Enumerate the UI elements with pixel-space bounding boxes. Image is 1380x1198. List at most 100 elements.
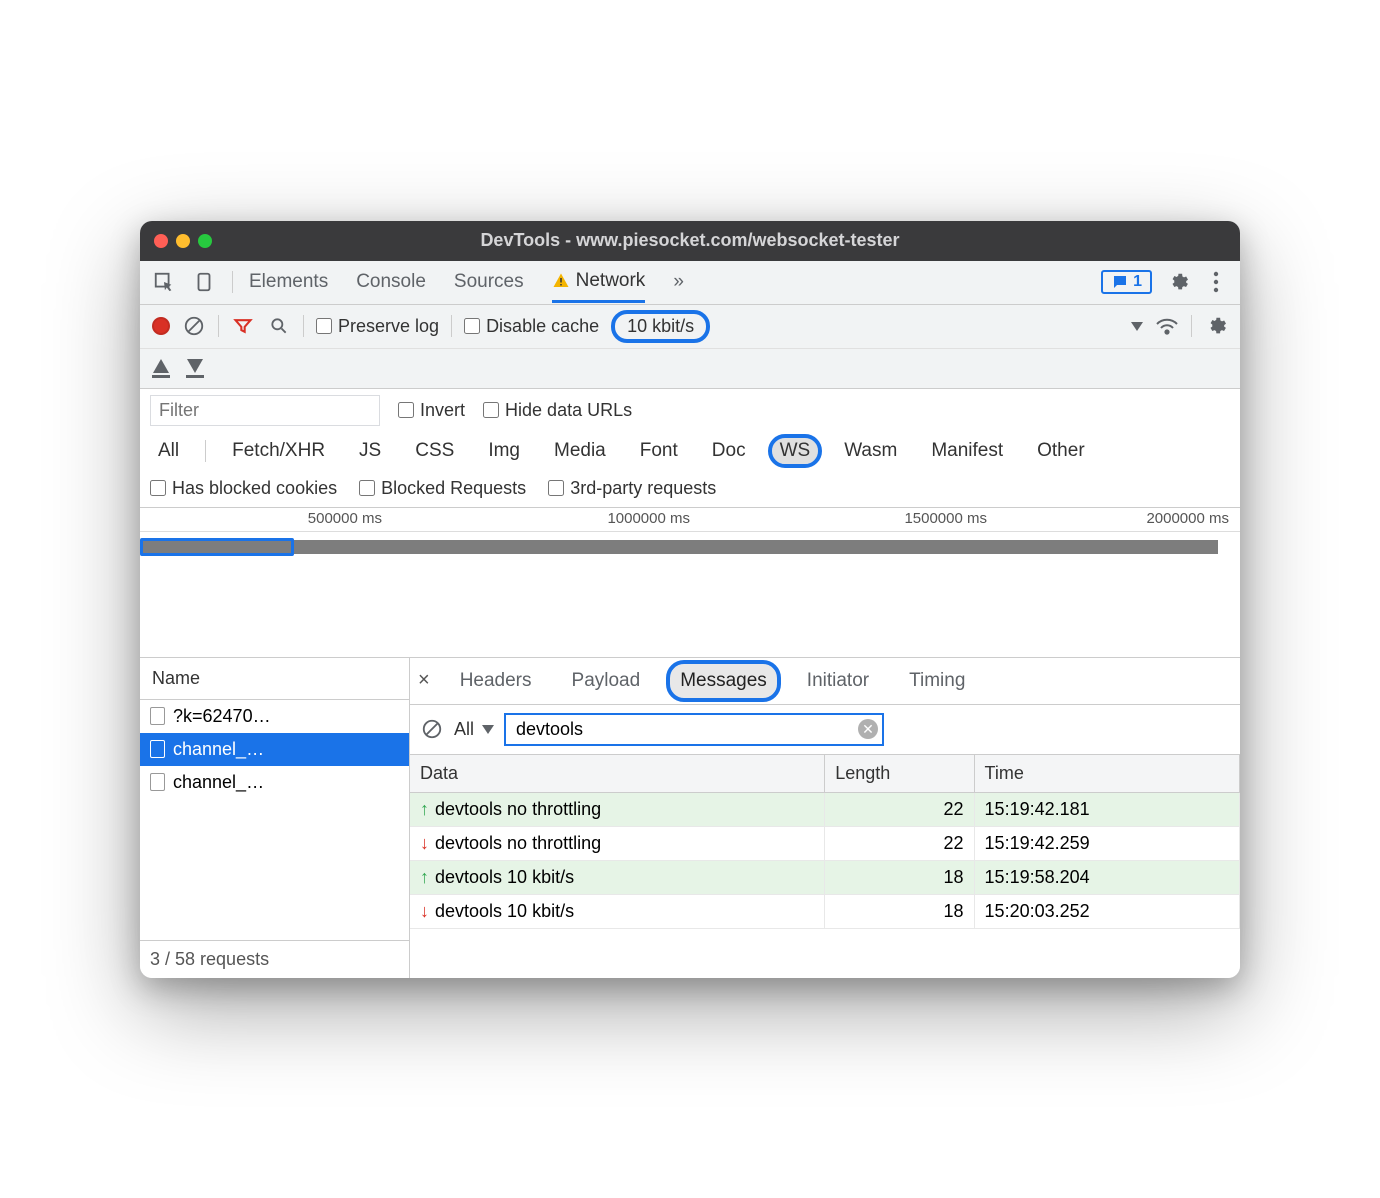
message-row[interactable]: ↓devtools 10 kbit/s1815:20:03.252 — [410, 894, 1240, 928]
arrow-up-icon: ↑ — [420, 799, 429, 820]
third-party-checkbox[interactable]: 3rd-party requests — [548, 478, 716, 499]
close-detail-icon[interactable]: × — [418, 669, 430, 692]
device-toggle-icon[interactable] — [192, 270, 216, 294]
throttle-select[interactable]: 10 kbit/s — [611, 310, 710, 343]
blocked-cookies-checkbox[interactable]: Has blocked cookies — [150, 478, 337, 499]
separator — [218, 315, 219, 337]
messages-toolbar: All ✕ — [410, 705, 1240, 755]
detail-tabs: × Headers Payload Messages Initiator Tim… — [410, 658, 1240, 705]
request-count: 3 / 58 requests — [140, 940, 409, 978]
col-data[interactable]: Data — [410, 755, 825, 793]
message-search-input[interactable] — [504, 713, 884, 746]
filter-css[interactable]: CSS — [407, 438, 462, 464]
message-time: 15:20:03.252 — [974, 894, 1239, 928]
request-row[interactable]: channel_… — [140, 766, 409, 799]
filter-input[interactable] — [150, 395, 380, 426]
timeline-tick: 2000000 ms — [1146, 510, 1229, 527]
message-time: 15:19:42.259 — [974, 826, 1239, 860]
type-filters: All Fetch/XHR JS CSS Img Media Font Doc … — [140, 432, 1240, 470]
blocked-requests-checkbox[interactable]: Blocked Requests — [359, 478, 526, 499]
arrow-down-icon: ↓ — [420, 833, 429, 854]
filter-media[interactable]: Media — [546, 438, 614, 464]
filter-font[interactable]: Font — [632, 438, 686, 464]
record-button[interactable] — [152, 317, 170, 335]
message-search: ✕ — [504, 713, 884, 746]
message-length: 22 — [825, 792, 974, 826]
close-window-button[interactable] — [154, 234, 168, 248]
hide-data-urls-checkbox[interactable]: Hide data URLs — [483, 400, 632, 421]
toolbar-right: 1 — [1101, 270, 1228, 294]
request-row[interactable]: ?k=62470… — [140, 700, 409, 733]
main-toolbar: Elements Console Sources Network » 1 — [140, 261, 1240, 305]
filter-other[interactable]: Other — [1029, 438, 1093, 464]
tab-messages[interactable]: Messages — [670, 664, 777, 698]
filter-icon[interactable] — [231, 314, 255, 338]
message-row[interactable]: ↑devtools 10 kbit/s1815:19:58.204 — [410, 860, 1240, 894]
window-controls — [154, 234, 212, 248]
message-row[interactable]: ↓devtools no throttling2215:19:42.259 — [410, 826, 1240, 860]
request-row[interactable]: channel_… — [140, 733, 409, 766]
filter-manifest[interactable]: Manifest — [923, 438, 1011, 464]
separator — [1191, 315, 1192, 337]
devtools-window: DevTools - www.piesocket.com/websocket-t… — [140, 221, 1240, 978]
filter-bar: Invert Hide data URLs — [140, 389, 1240, 432]
chevron-down-icon — [482, 725, 494, 734]
messages-table: Data Length Time ↑devtools no throttling… — [410, 755, 1240, 929]
download-har-button[interactable] — [186, 359, 204, 378]
invert-checkbox[interactable]: Invert — [398, 400, 465, 421]
filter-wasm[interactable]: Wasm — [836, 438, 905, 464]
preserve-log-checkbox[interactable]: Preserve log — [316, 316, 439, 337]
separator — [451, 315, 452, 337]
timeline-overview[interactable]: 500000 ms1000000 ms1500000 ms2000000 ms — [140, 508, 1240, 658]
col-time[interactable]: Time — [974, 755, 1239, 793]
tab-timing[interactable]: Timing — [899, 664, 975, 698]
filter-all[interactable]: All — [150, 438, 187, 464]
col-length[interactable]: Length — [825, 755, 974, 793]
filter-ws[interactable]: WS — [772, 438, 819, 464]
gear-icon[interactable] — [1204, 314, 1228, 338]
message-data: ↓devtools no throttling — [410, 826, 825, 860]
tab-network[interactable]: Network — [552, 262, 646, 303]
chat-icon — [1111, 273, 1129, 291]
filter-js[interactable]: JS — [351, 438, 389, 464]
tab-sources[interactable]: Sources — [454, 263, 524, 301]
arrow-up-icon: ↑ — [420, 867, 429, 888]
har-toolbar — [140, 349, 1240, 389]
separator — [232, 271, 233, 293]
window-title: DevTools - www.piesocket.com/websocket-t… — [480, 230, 899, 251]
issues-button[interactable]: 1 — [1101, 270, 1152, 294]
filter-doc[interactable]: Doc — [704, 438, 754, 464]
filter-fetch[interactable]: Fetch/XHR — [224, 438, 333, 464]
arrow-down-icon: ↓ — [420, 901, 429, 922]
upload-har-button[interactable] — [152, 359, 170, 378]
timeline-tick: 1000000 ms — [607, 510, 690, 527]
message-type-dropdown[interactable]: All — [454, 719, 494, 740]
message-time: 15:19:58.204 — [974, 860, 1239, 894]
message-row[interactable]: ↑devtools no throttling2215:19:42.181 — [410, 792, 1240, 826]
disable-cache-checkbox[interactable]: Disable cache — [464, 316, 599, 337]
tab-elements[interactable]: Elements — [249, 263, 328, 301]
separator — [303, 315, 304, 337]
menu-icon[interactable] — [1204, 270, 1228, 294]
tab-payload[interactable]: Payload — [562, 664, 651, 698]
tab-console[interactable]: Console — [356, 263, 426, 301]
maximize-window-button[interactable] — [198, 234, 212, 248]
clear-icon[interactable] — [182, 314, 206, 338]
tab-initiator[interactable]: Initiator — [797, 664, 879, 698]
search-icon[interactable] — [267, 314, 291, 338]
document-icon — [150, 707, 165, 725]
tab-headers[interactable]: Headers — [450, 664, 542, 698]
dropdown-icon[interactable] — [1131, 322, 1143, 331]
clear-search-icon[interactable]: ✕ — [858, 719, 878, 739]
minimize-window-button[interactable] — [176, 234, 190, 248]
settings-icon[interactable] — [1166, 270, 1190, 294]
message-length: 18 — [825, 894, 974, 928]
clear-messages-icon[interactable] — [420, 717, 444, 741]
panel-tabs: Elements Console Sources Network » — [249, 262, 1085, 303]
filter-img[interactable]: Img — [480, 438, 528, 464]
inspect-icon[interactable] — [152, 270, 176, 294]
document-icon — [150, 773, 165, 791]
wifi-icon[interactable] — [1155, 314, 1179, 338]
message-data: ↓devtools 10 kbit/s — [410, 894, 825, 928]
tab-more[interactable]: » — [673, 263, 684, 301]
